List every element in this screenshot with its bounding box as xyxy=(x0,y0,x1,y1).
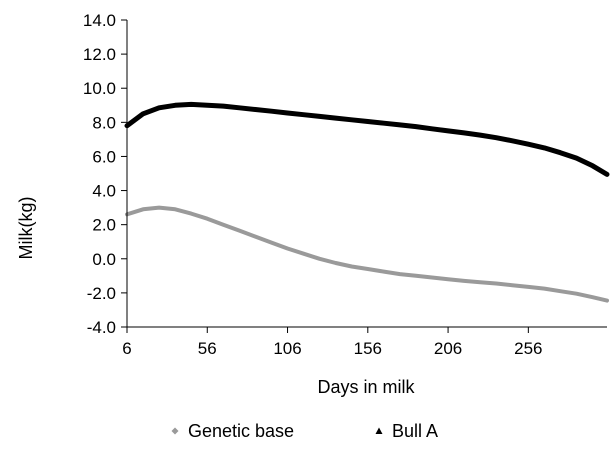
y-tick-label: 2.0 xyxy=(92,216,116,235)
y-axis: -4.0 -2.0 0.0 2.0 4.0 6.0 8.0 10.0 12.0 14.0 xyxy=(83,11,128,337)
y-tick-label: -4.0 xyxy=(87,318,116,337)
x-tick-label: 106 xyxy=(273,339,301,358)
y-tick-label: 12.0 xyxy=(83,45,116,64)
y-tick-label: 8.0 xyxy=(92,113,116,132)
x-tick-label: 206 xyxy=(434,339,462,358)
legend-marker-genetic-base xyxy=(171,427,179,435)
y-tick-label: -2.0 xyxy=(87,284,116,303)
series-line-genetic-base xyxy=(125,205,609,303)
legend-label: Genetic base xyxy=(188,421,294,441)
x-axis: 6 56 106 156 206 256 xyxy=(122,326,607,358)
x-tick-label: 256 xyxy=(514,339,542,358)
legend-label: Bull A xyxy=(392,421,438,441)
x-tick-label: 156 xyxy=(354,339,382,358)
legend-marker-bull-a xyxy=(375,427,383,434)
x-tick-label: 56 xyxy=(198,339,217,358)
y-tick-label: 0.0 xyxy=(92,250,116,269)
y-tick-label: 6.0 xyxy=(92,147,116,166)
y-tick-label: 4.0 xyxy=(92,182,116,201)
series-line-bull-a xyxy=(124,101,610,177)
plot-area xyxy=(124,101,610,303)
x-axis-title: Days in milk xyxy=(317,377,415,397)
y-axis-title: Milk(kg) xyxy=(16,197,36,260)
y-tick-label: 14.0 xyxy=(83,11,116,30)
legend: Genetic base Bull A xyxy=(171,421,438,441)
y-tick-label: 10.0 xyxy=(83,79,116,98)
x-tick-label: 6 xyxy=(122,339,131,358)
